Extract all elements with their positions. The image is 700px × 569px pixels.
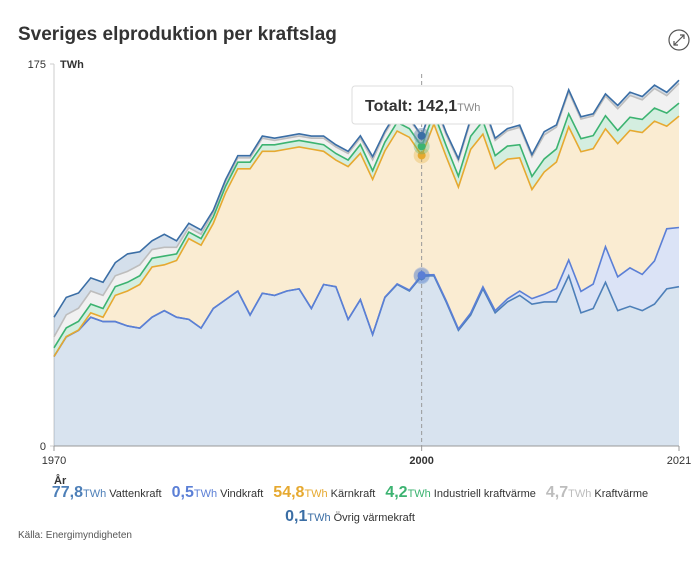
area [54, 227, 679, 357]
line [53, 115, 680, 357]
x-tick-label: 2021 [667, 455, 691, 467]
legend-value: 4,2 [385, 484, 408, 501]
legend-name: Industriell kraftvärme [433, 488, 536, 500]
tooltip-text: Totalt: 142,1TWh [365, 98, 480, 115]
expand-button[interactable] [668, 29, 690, 51]
legend-item[interactable]: 4,7 TWh Kraftvärme [546, 484, 648, 502]
legend-name: Övrig värmekraft [333, 512, 415, 524]
legend-unit: TWh [568, 488, 592, 500]
legend-item[interactable]: 77,8 TWh Vattenkraft [52, 484, 162, 502]
area [54, 116, 679, 357]
legend-value: 54,8 [273, 484, 305, 501]
x-tick-label: 1970 [42, 455, 66, 467]
expand-icon[interactable] [673, 34, 685, 46]
tooltip-unit: TWh [457, 102, 480, 114]
tooltip-label: Totalt: [365, 98, 413, 115]
y-tick-label: 175 [28, 59, 46, 71]
x-axis-label: År [54, 474, 67, 487]
source: Källa: Energimyndigheten [18, 530, 132, 541]
legend-item[interactable]: 54,8 TWh Kärnkraft [273, 484, 375, 502]
legend-unit: TWh [304, 488, 328, 500]
tooltip: Totalt: 142,1TWh [351, 85, 514, 125]
y-tick-label: 0 [40, 441, 46, 453]
line [53, 79, 680, 318]
legend-item[interactable]: 0,1 TWh Övrig värmekraft [285, 508, 415, 526]
legend-name: Kraftvärme [594, 488, 649, 500]
hover-point [417, 142, 426, 151]
tooltip-value: 142,1 [417, 98, 457, 115]
hover-point [417, 271, 426, 280]
legend-name: Kärnkraft [330, 488, 376, 500]
hover-point [417, 131, 426, 140]
legend-unit: TWh [193, 488, 218, 500]
x-tick-label: 2000 [409, 455, 433, 467]
legend-item[interactable]: 0,5 TWh Vindkraft [172, 484, 264, 502]
hover-point [417, 151, 426, 160]
legend-value: 77,8 [51, 484, 83, 501]
legend: 77,8 TWh Vattenkraft 0,5 TWh Vindkraft 54,8 TWh… [0, 484, 700, 526]
legend-item[interactable]: 4,2 TWh Industriell kraftvärme [385, 484, 536, 502]
legend-unit: TWh [82, 488, 107, 500]
legend-name: Vindkraft [220, 488, 264, 500]
legend-value: 4,7 [545, 484, 569, 501]
area [54, 275, 679, 446]
chart-title: Sveriges elproduktion per kraftslag [18, 24, 337, 45]
area [54, 83, 679, 348]
legend-value: 0,5 [171, 484, 194, 501]
legend-unit: TWh [407, 488, 431, 500]
line [53, 226, 680, 357]
line [53, 102, 680, 349]
y-axis-label: TWh [60, 59, 84, 71]
legend-value: 0,1 [285, 508, 308, 525]
line [53, 82, 680, 338]
tooltip-box [351, 85, 514, 125]
legend-unit: TWh [307, 512, 331, 524]
area [54, 80, 679, 337]
legend-name: Vattenkraft [109, 488, 162, 500]
